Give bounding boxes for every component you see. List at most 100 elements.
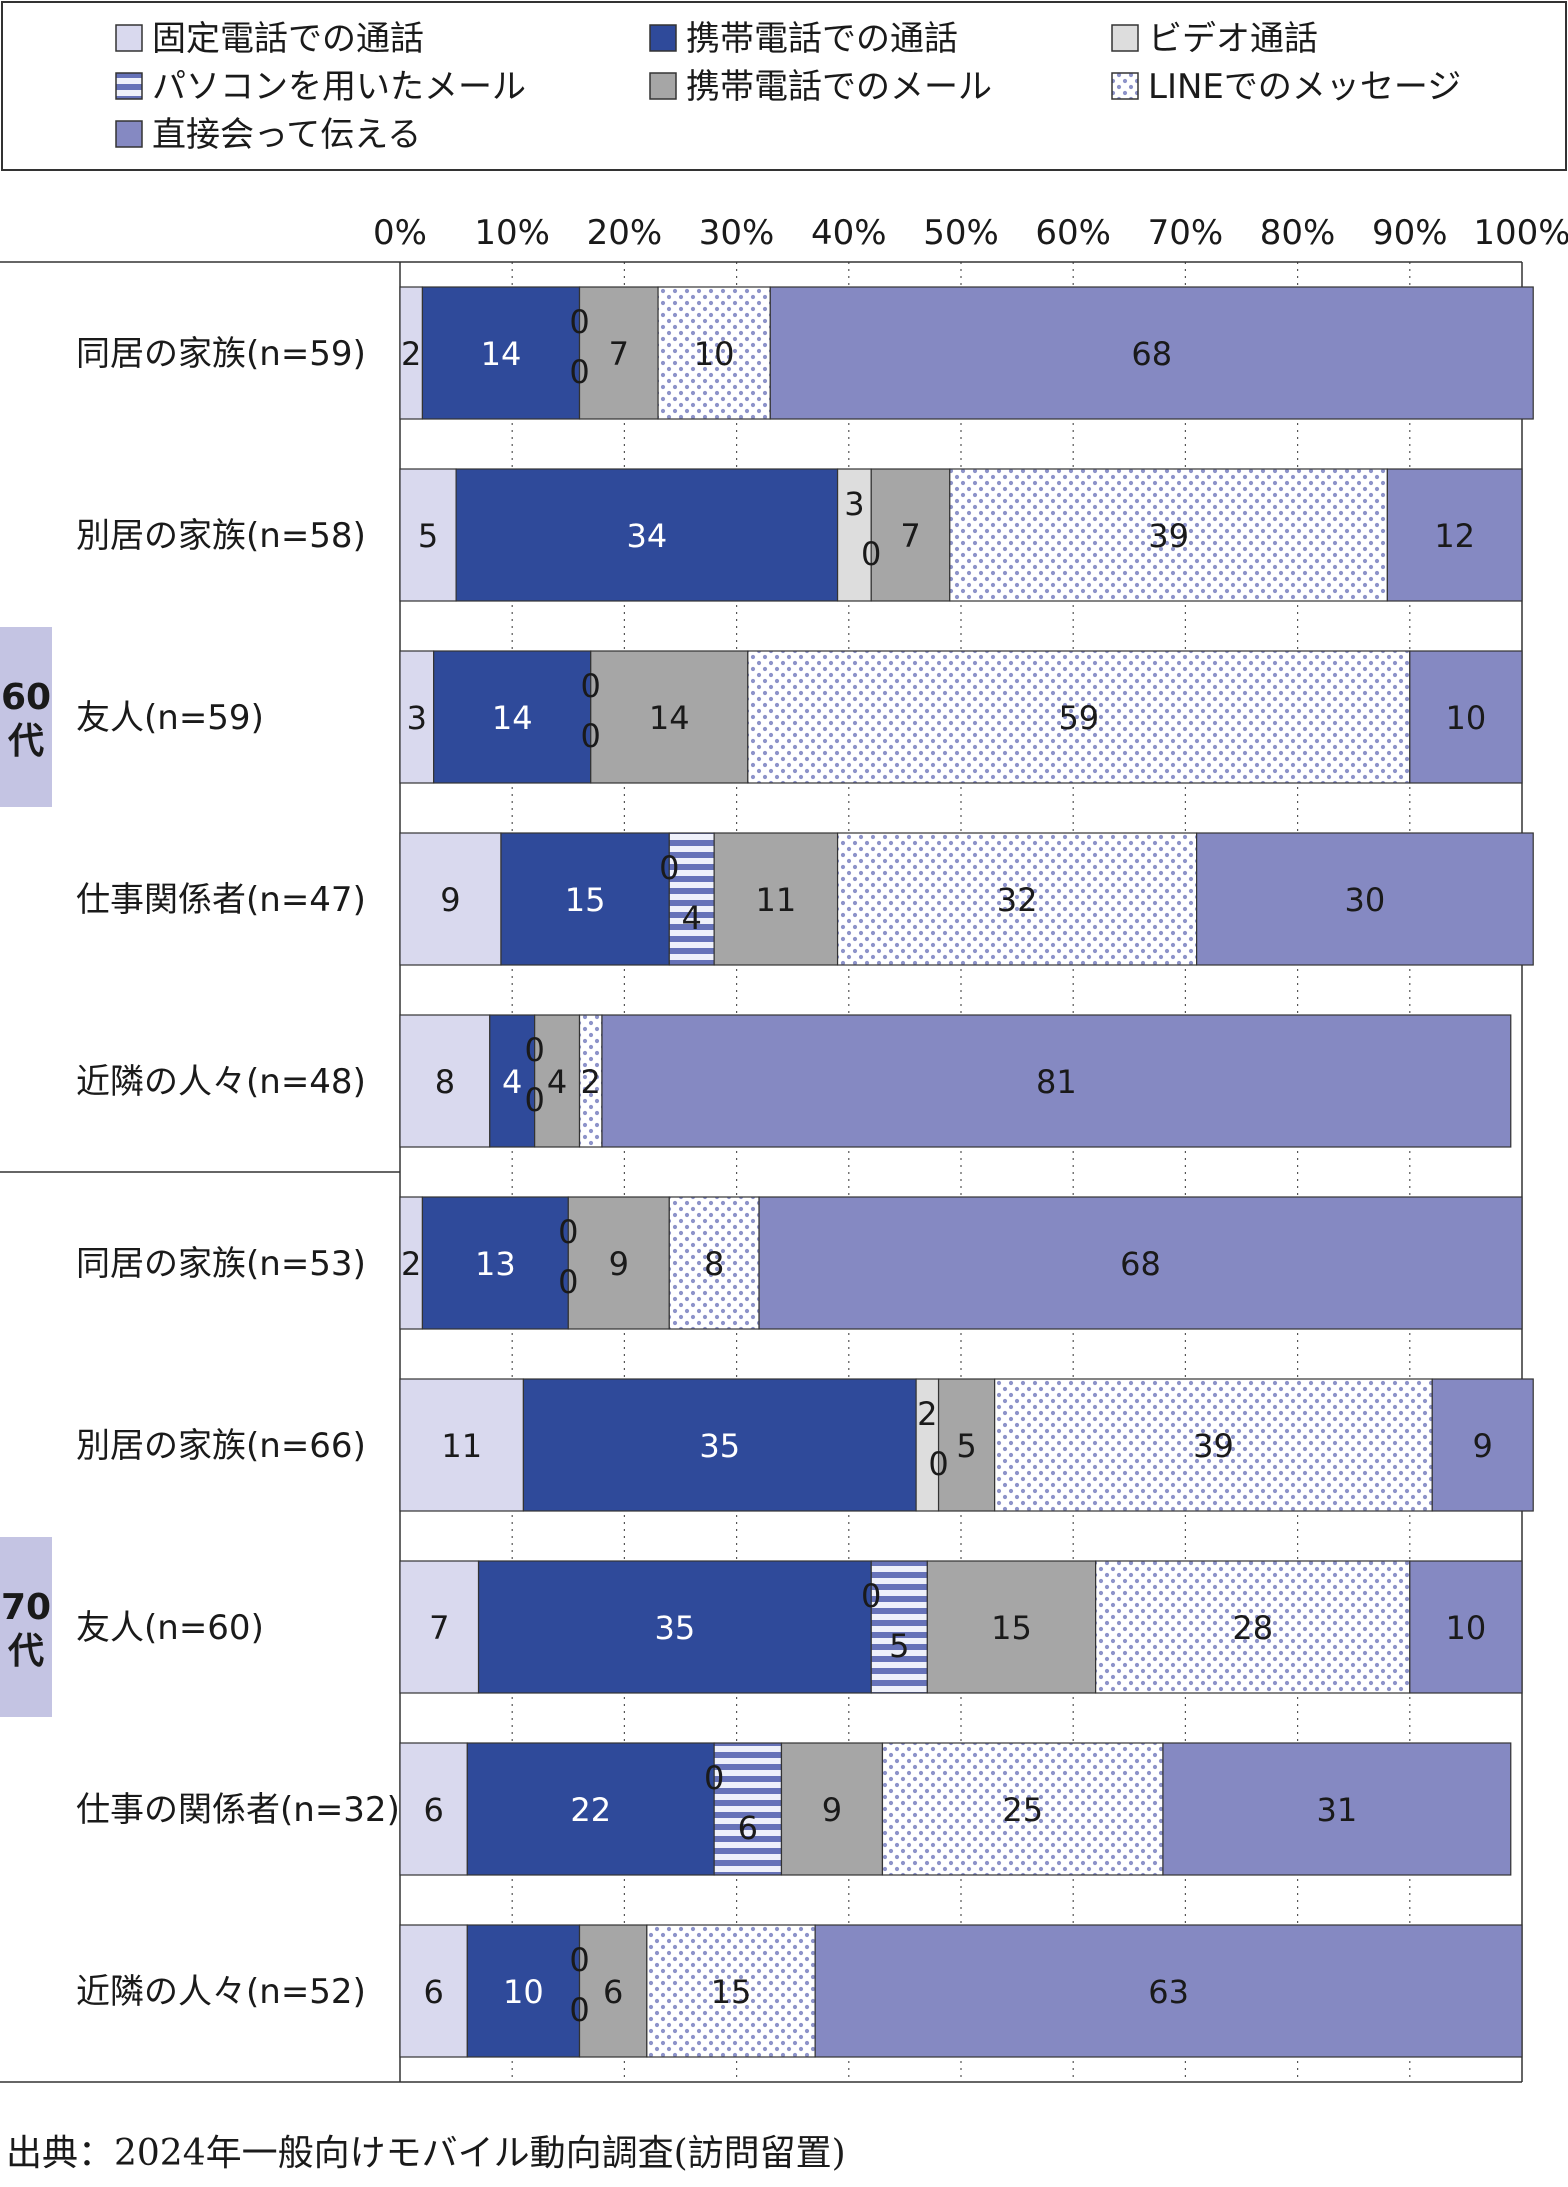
legend-label-5: 携帯電話でのメール [686,67,992,107]
data-label: 0 [558,1263,578,1301]
row-label: 友人(n=59) [76,698,264,738]
bar-segment [668,1196,760,1330]
row-label: 同居の家族(n=53) [76,1244,366,1284]
data-label: 0 [524,1081,544,1119]
data-label: 11 [441,1427,482,1465]
data-label: 28 [1232,1609,1273,1647]
data-label: 2 [401,335,421,373]
bar-segment [937,1378,996,1512]
bar-segment [1386,468,1523,602]
data-label: 6 [423,1973,443,2011]
bar-segment [578,286,659,420]
group-tag-age: 70 [1,1587,51,1628]
data-label: 22 [570,1791,611,1829]
row-label: 仕事関係者(n=47) [76,880,366,920]
data-label: 2 [917,1395,937,1433]
x-tick-label: 80% [1260,213,1336,253]
data-label: 4 [682,899,702,937]
data-label: 2 [581,1063,601,1101]
data-label: 8 [704,1245,724,1283]
data-label: 11 [756,881,797,919]
data-label: 3 [407,699,427,737]
legend-swatch-3 [1111,24,1139,52]
data-label: 68 [1120,1245,1161,1283]
data-label: 4 [502,1063,522,1101]
bar-segment [668,832,715,966]
data-label: 10 [503,1973,544,2011]
data-label: 0 [524,1031,544,1069]
data-label: 15 [711,1973,752,2011]
row-label: 別居の家族(n=66) [76,1426,366,1466]
data-label: 25 [1002,1791,1043,1829]
bar-segment [399,832,502,966]
bar-segment [713,1742,783,1876]
bar-segment [758,1196,1523,1330]
bar-segment [881,1742,1164,1876]
bar-segment [1409,1560,1523,1694]
data-label: 0 [558,1213,578,1251]
bar-segment [657,286,771,420]
legend-swatch-2 [649,24,677,52]
bar-segment [870,468,951,602]
data-label: 9 [609,1245,629,1283]
legend-swatch-1 [115,24,143,52]
x-tick-label: 50% [923,213,999,253]
data-label: 0 [581,667,601,705]
legend-swatch-5 [649,72,677,100]
x-tick-label: 0% [373,213,427,253]
data-label: 0 [569,353,589,391]
bar-segment [836,832,1198,966]
data-label: 7 [900,517,920,555]
bar-segment [399,1742,468,1876]
data-label: 0 [928,1445,948,1483]
data-label: 5 [956,1427,976,1465]
bar-segment [769,286,1534,420]
data-label: 7 [429,1609,449,1647]
data-label: 6 [423,1791,443,1829]
data-label: 0 [569,303,589,341]
bar-segment [1095,1560,1411,1694]
data-label: 9 [1473,1427,1493,1465]
bar-segment [1196,832,1534,966]
data-label: 14 [649,699,690,737]
x-tick-label: 20% [587,213,663,253]
legend-label-1: 固定電話での通話 [152,19,424,59]
legend-label-2: 携帯電話での通話 [686,19,958,59]
data-label: 0 [704,1759,724,1797]
data-label: 39 [1193,1427,1234,1465]
gridlines [511,262,1411,2082]
row-label: 別居の家族(n=58) [76,516,366,556]
data-label: 7 [609,335,629,373]
bar-segment [399,650,435,784]
bar-segment [500,832,670,966]
data-label: 12 [1434,517,1475,555]
bar-segment [747,650,1411,784]
row-label: 近隣の人々(n=48) [76,1062,366,1102]
data-label: 81 [1036,1063,1077,1101]
data-label: 35 [699,1427,740,1465]
source-note: 出典：2024年一般向けモバイル動向調査(訪問留置) [6,2133,846,2174]
bar-segment [646,1924,816,2058]
legend-label-6: LINEでのメッセージ [1148,67,1461,107]
bar-segment [466,1924,581,2058]
bar-segment [489,1014,536,1148]
data-label: 30 [1345,881,1386,919]
data-label: 59 [1058,699,1099,737]
bars [399,286,1534,2058]
data-label: 32 [997,881,1038,919]
legend-swatch-7 [115,120,143,148]
data-label: 5 [889,1627,909,1665]
bar-segment [1431,1378,1534,1512]
group-tag-suffix: 代 [7,1631,44,1672]
data-label: 4 [547,1063,567,1101]
bar-segment [399,1924,468,2058]
data-label: 10 [694,335,735,373]
group-tag-suffix: 代 [7,721,44,762]
bar-segment [870,1560,928,1694]
x-tick-label: 30% [699,213,775,253]
data-label: 68 [1131,335,1172,373]
bar-segment [567,1196,670,1330]
